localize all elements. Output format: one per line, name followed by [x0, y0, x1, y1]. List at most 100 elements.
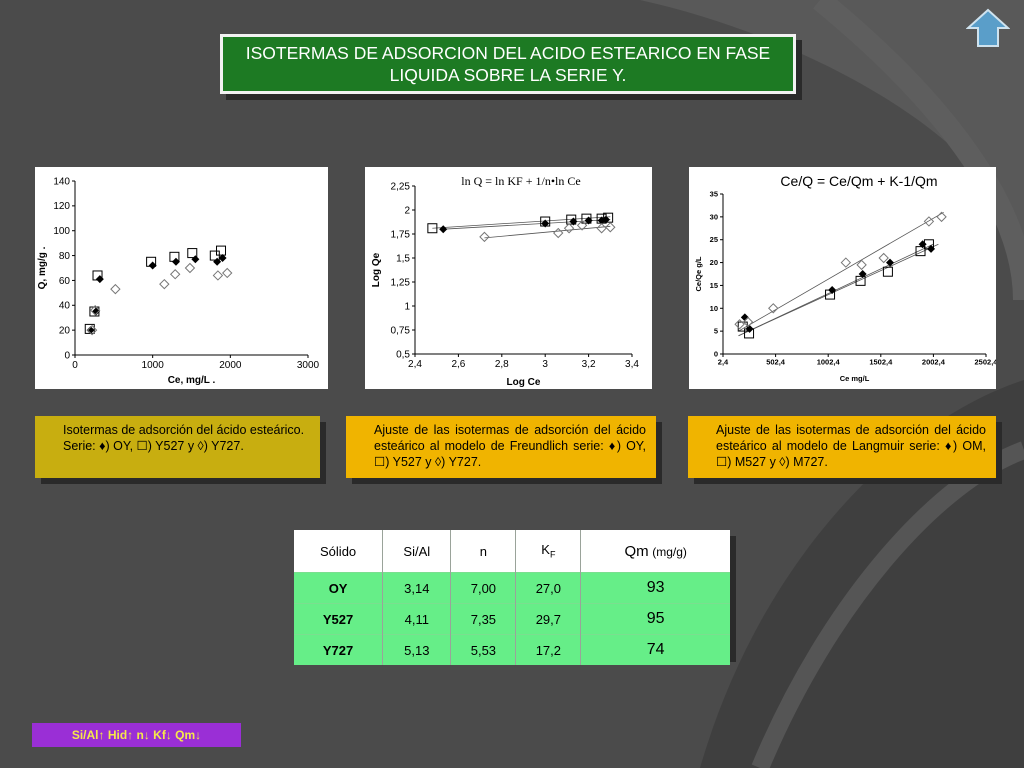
trend-summary-tag: Si/Al↑ Hid↑ n↓ Kf↓ Qm↓	[32, 723, 241, 747]
y-tick-label: 0,75	[391, 325, 411, 336]
data-point-open-square	[855, 275, 866, 286]
caption-isotherms: Isotermas de adsorción del ácido esteári…	[35, 416, 320, 478]
x-tick-label: 3000	[297, 360, 320, 371]
isotherm-chart: 0 1000 2000 3000 0 20 40 60 80 100 120 140 Ce, mg/L …	[37, 176, 320, 386]
home-arrow-up-icon	[966, 8, 1010, 47]
x-tick-label: 2,8	[495, 359, 509, 370]
data-point-open-square	[825, 289, 836, 300]
data-point-open-diamond	[86, 324, 98, 336]
data-point-open-diamond	[110, 283, 121, 295]
y-tick-label: 2,25	[391, 181, 411, 192]
results-table: Sólido Si/Al n KF Qm (mg/g) OY 3,14 7,00…	[294, 530, 730, 665]
table-row: Y527 4,11 7,35 29,7 95	[294, 603, 730, 635]
y-axis-label: Ce/Qe g/L	[694, 256, 703, 291]
data-point-filled-diamond	[86, 326, 95, 335]
y-tick-label: 140	[53, 176, 70, 187]
data-point-open-square	[84, 323, 95, 334]
fit-line	[484, 225, 611, 239]
y-tick-label: 35	[710, 190, 718, 199]
data-point-open-diamond	[923, 216, 935, 227]
table-cell: 74	[580, 634, 730, 665]
header-qm: Qm (mg/g)	[580, 530, 730, 573]
data-point-open-diamond	[878, 252, 889, 264]
caption-langmuir: Ajuste de las isotermas de adsorción del…	[688, 416, 996, 478]
x-axis-label: Ce, mg/L .	[168, 375, 216, 386]
x-tick-label: 1002,4	[817, 358, 841, 367]
x-tick-label: 3,4	[625, 359, 639, 370]
fit-line	[738, 211, 944, 332]
data-point-open-diamond	[479, 231, 490, 243]
data-point-open-square	[882, 266, 893, 277]
table-cell: Y727	[294, 634, 383, 665]
data-point-open-diamond	[184, 262, 196, 274]
data-point-open-diamond	[563, 223, 575, 234]
table-cell: Y527	[294, 603, 383, 635]
x-tick-label: 3,2	[582, 359, 596, 370]
data-point-open-diamond	[734, 319, 745, 330]
data-point-filled-diamond	[148, 261, 157, 270]
chart-panel-langmuir: 2,4 502,4 1002,4 1502,4 2002,4 2502,4 0 5 10 15 20…	[689, 167, 996, 389]
x-tick-label: 2,4	[718, 358, 729, 367]
table-cell: 17,2	[515, 634, 581, 665]
data-point-filled-diamond	[541, 219, 550, 228]
x-axis-label: Log Ce	[507, 377, 541, 388]
y-tick-label: 0	[64, 350, 70, 361]
data-point-open-diamond	[222, 267, 233, 279]
table-cell: 3,14	[382, 572, 451, 604]
y-axis-label: Log Qe	[371, 252, 382, 287]
header-n: n	[450, 530, 516, 573]
fit-line	[432, 216, 611, 229]
data-point-open-square	[169, 251, 180, 262]
x-tick-label: 1502,4	[869, 358, 893, 367]
header-kf-subscript: F	[549, 549, 556, 560]
chart-title: ln Q = ln KF + 1/n•ln Ce	[461, 174, 580, 188]
langmuir-chart: 2,4 502,4 1002,4 1502,4 2002,4 2502,4 0 5 10 15 20…	[694, 173, 996, 383]
header-qm-label: Qm	[624, 542, 649, 560]
data-point-open-square	[216, 245, 227, 256]
data-point-open-diamond	[742, 316, 754, 328]
x-tick-label: 2,4	[408, 359, 422, 370]
data-point-open-diamond	[768, 303, 779, 314]
slide-title: ISOTERMAS DE ADSORCION DEL ACIDO ESTEARI…	[220, 34, 796, 94]
y-tick-label: 20	[59, 325, 71, 336]
data-point-open-square	[744, 328, 755, 339]
data-point-open-diamond	[576, 220, 588, 231]
chart-panel-isotherms: 0 1000 2000 3000 0 20 40 60 80 100 120 140 Ce, mg/L …	[35, 167, 328, 389]
data-point-filled-diamond	[213, 257, 222, 266]
chart-title: Ce/Q = Ce/Qm + K-1/Qm	[780, 173, 937, 189]
data-point-open-diamond	[159, 278, 170, 290]
table-cell: 29,7	[515, 603, 581, 635]
fit-line	[738, 243, 939, 337]
y-tick-label: 15	[710, 281, 718, 290]
data-point-open-diamond	[856, 259, 867, 271]
y-tick-label: 30	[710, 212, 718, 221]
data-point-open-square	[603, 212, 614, 223]
data-point-open-diamond	[212, 270, 224, 281]
data-point-filled-diamond	[886, 258, 895, 267]
data-point-filled-diamond	[439, 225, 448, 234]
table-cell: 27,0	[515, 572, 581, 604]
data-point-open-square	[427, 223, 438, 234]
data-point-open-square	[581, 213, 592, 224]
y-tick-label: 120	[53, 201, 70, 212]
x-tick-label: 0	[72, 360, 78, 371]
y-tick-label: 40	[59, 301, 71, 312]
x-tick-label: 1000	[142, 360, 165, 371]
header-si-al: Si/Al	[382, 530, 451, 573]
data-point-filled-diamond	[569, 217, 578, 226]
chart-panel-freundlich: 2,4 2,6 2,8 3 3,2 3,4 0,5 0,75 1 1,25 1,5 1,75 2 2,25…	[365, 167, 652, 389]
data-point-open-square	[540, 216, 551, 227]
data-point-open-square	[923, 239, 934, 250]
y-tick-label: 1	[404, 301, 410, 312]
table-cell: 7,00	[450, 572, 516, 604]
y-tick-label: 0,5	[396, 349, 410, 360]
x-tick-label: 2502,4	[975, 358, 996, 367]
home-button[interactable]	[966, 8, 1010, 48]
data-point-filled-diamond	[191, 255, 200, 264]
y-axis-label: Q, mg/g .	[37, 246, 48, 289]
table-row: Y727 5,13 5,53 17,2 74	[294, 634, 730, 665]
data-point-open-square	[92, 270, 103, 281]
data-point-filled-diamond	[95, 275, 104, 284]
y-tick-label: 2	[404, 205, 410, 216]
data-point-open-square	[566, 214, 577, 225]
